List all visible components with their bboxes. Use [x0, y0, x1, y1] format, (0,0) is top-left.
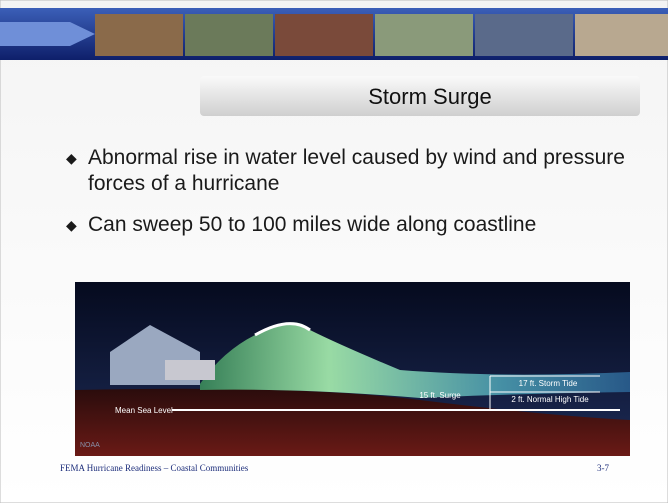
- label-high-tide: 2 ft. Normal High Tide: [511, 395, 589, 404]
- bullet: Can sweep 50 to 100 miles wide along coa…: [66, 212, 648, 238]
- label-sea-level: Mean Sea Level: [115, 406, 173, 415]
- label-storm-tide: 17 ft. Storm Tide: [519, 379, 578, 388]
- bullet: Abnormal rise in water level caused by w…: [66, 145, 648, 197]
- header-photos: [95, 14, 668, 56]
- label-surge: 15 ft. Surge: [419, 391, 461, 400]
- image-credit: NOAA: [80, 442, 100, 449]
- slide-graphics: 17 ft. Storm Tide 2 ft. Normal High Tide…: [0, 0, 668, 503]
- footer-text: FEMA Hurricane Readiness – Coastal Commu…: [60, 463, 248, 473]
- slide: 17 ft. Storm Tide 2 ft. Normal High Tide…: [0, 0, 668, 503]
- slide-title: Storm Surge: [368, 84, 492, 109]
- storm-surge-illustration: 17 ft. Storm Tide 2 ft. Normal High Tide…: [75, 282, 630, 456]
- page-number: 3-7: [597, 463, 609, 473]
